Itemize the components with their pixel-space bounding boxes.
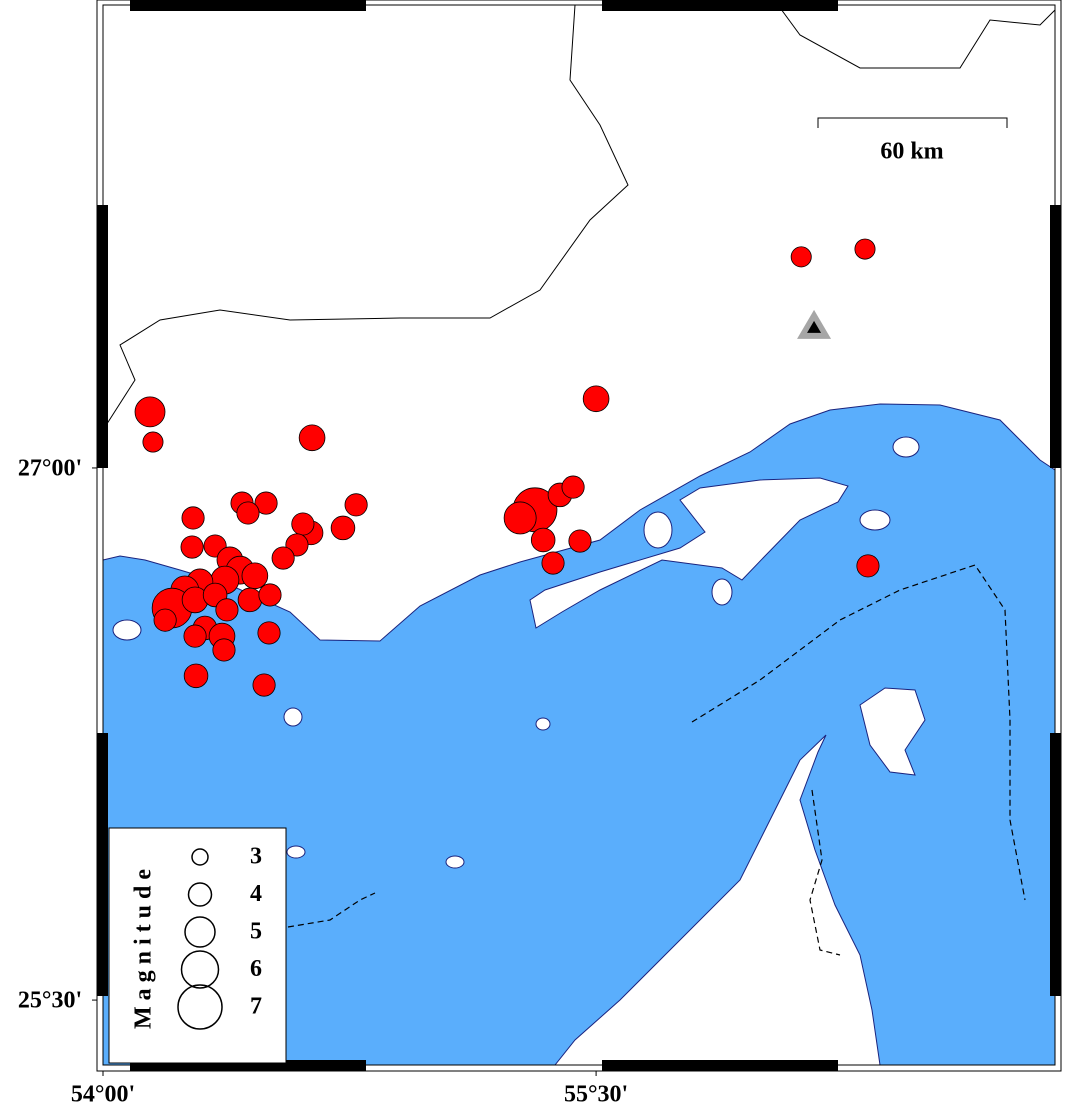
earthquake <box>503 501 537 535</box>
borders <box>102 4 1056 431</box>
earthquake <box>134 396 166 428</box>
legend-title: Magnitude <box>131 863 157 1029</box>
earthquake <box>561 475 585 499</box>
earthquake <box>142 431 164 453</box>
scale-bar <box>817 117 1008 128</box>
lon-label: 54°00' <box>71 1082 135 1108</box>
earthquake <box>271 546 295 570</box>
earthquake <box>183 624 207 648</box>
legend-circle <box>191 848 209 866</box>
legend-label: 3 <box>250 844 262 870</box>
legend-label: 7 <box>250 994 262 1020</box>
earthquake <box>582 385 610 413</box>
scale-label: 60 km <box>880 139 943 165</box>
earthquake <box>237 587 263 613</box>
legend-circle <box>184 916 216 948</box>
lat-label: 27°00' <box>18 455 82 481</box>
legend-label: 6 <box>250 956 262 982</box>
earthquake <box>181 506 205 530</box>
legend-circle <box>180 950 220 989</box>
earthquake <box>236 501 260 525</box>
frame <box>96 0 1062 1072</box>
earthquake <box>183 663 209 689</box>
earthquake <box>298 424 326 452</box>
earthquake <box>790 246 812 268</box>
earthquake <box>153 608 177 632</box>
earthquake <box>344 493 368 517</box>
earthquake <box>854 238 876 260</box>
earthquake <box>541 551 565 575</box>
sea <box>102 403 1056 1066</box>
maritime-boundary <box>287 564 1026 956</box>
earthquake <box>241 562 269 590</box>
earthquake <box>215 598 239 622</box>
legend-circle <box>187 882 213 907</box>
legend-label: 4 <box>250 881 262 907</box>
earthquake <box>212 638 236 662</box>
earthquake <box>568 529 592 553</box>
legend-circle <box>177 984 223 1030</box>
earthquake <box>252 673 276 697</box>
earthquake <box>291 512 315 536</box>
islands <box>112 436 926 869</box>
earthquake <box>257 621 281 645</box>
legend-box <box>108 827 287 1064</box>
earthquake <box>180 535 204 559</box>
earthquake <box>530 527 556 553</box>
station <box>807 320 822 333</box>
legend-label: 5 <box>250 919 262 945</box>
lat-label: 25°30' <box>18 988 82 1014</box>
earthquake <box>330 515 356 541</box>
earthquake <box>254 491 278 515</box>
qeshm-island <box>529 477 849 629</box>
earthquake <box>856 554 880 578</box>
earthquake <box>258 583 282 607</box>
lon-label: 55°30' <box>564 1082 628 1108</box>
